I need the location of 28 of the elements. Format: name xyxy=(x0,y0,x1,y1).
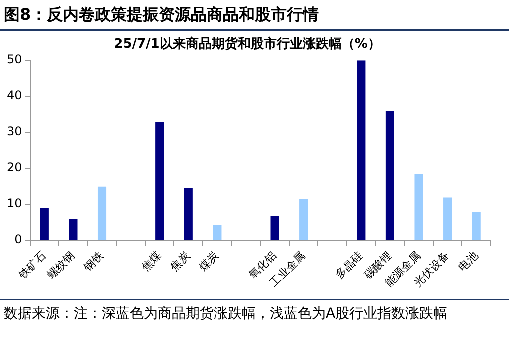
bar xyxy=(69,219,78,240)
bar xyxy=(414,174,424,240)
x-tick-label: 焦煤 xyxy=(139,249,164,274)
bar xyxy=(472,212,481,240)
bar xyxy=(40,208,49,240)
bar xyxy=(386,111,394,240)
x-tick-label: 钢铁 xyxy=(80,249,106,275)
chart-title: 图8：反内卷政策提振资源品商品和股市行情 xyxy=(0,0,509,31)
bar xyxy=(357,60,366,240)
bar xyxy=(184,188,193,240)
bar xyxy=(98,186,107,240)
x-tick-label: 焦炭 xyxy=(168,249,193,274)
y-tick-label: 20 xyxy=(6,160,22,175)
y-tick-label: 50 xyxy=(6,52,22,67)
source-note: 数据来源：注：深蓝色为商品期货涨跌幅，浅蓝色为A股行业指数涨跌幅 xyxy=(4,305,449,324)
x-tick-label: 煤炭 xyxy=(196,249,222,274)
y-tick-label: 10 xyxy=(6,196,22,211)
y-tick-label: 30 xyxy=(6,124,22,139)
y-tick-label: 40 xyxy=(6,88,22,103)
chart-subtitle: 25/7/1以来商品期货和股市行业涨跌幅（%） xyxy=(114,36,381,52)
x-tick-label: 电池 xyxy=(456,249,481,274)
y-tick-label: 0 xyxy=(14,232,22,247)
bar xyxy=(156,122,164,240)
x-tick-label: 螺纹钢 xyxy=(45,249,78,282)
bar xyxy=(270,216,280,240)
bar xyxy=(300,200,308,240)
bar xyxy=(444,198,452,240)
bar xyxy=(213,225,222,240)
